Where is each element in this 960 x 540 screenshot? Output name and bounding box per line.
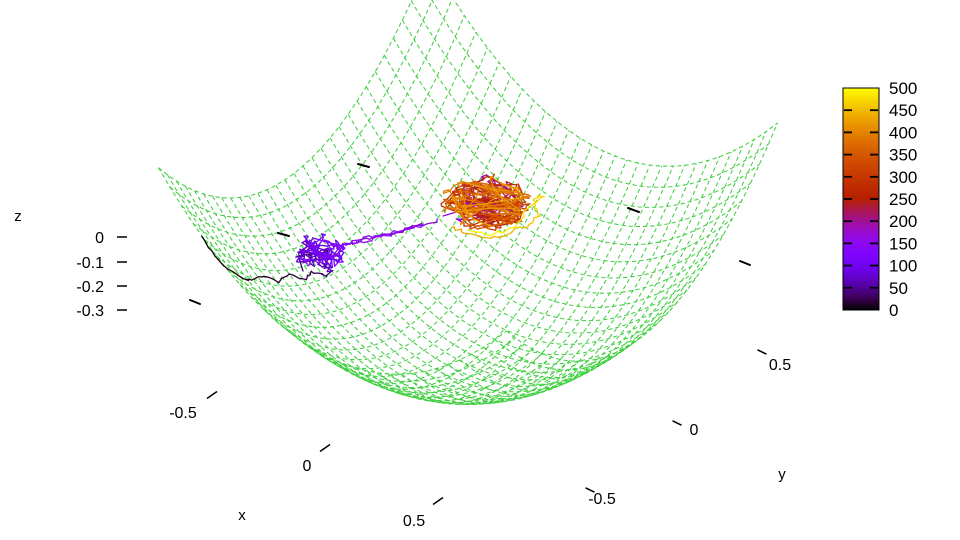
x-tick-mark [432,496,444,506]
mesh-line [431,0,769,188]
mesh-line [204,31,477,272]
mesh-line [383,55,733,263]
colorbar-tick-label: 300 [889,168,917,187]
z-tick-label: -0.2 [76,279,104,296]
x-tick-mark [206,390,218,400]
z-axis: 0 -0.1 -0.2 -0.3 z [14,208,127,320]
mesh-line [347,114,697,322]
mesh-line [169,0,433,219]
mesh-line [221,197,571,405]
x-axis: -0.5 0 0.5 x [169,390,444,530]
mesh-line [459,151,732,391]
early-jump-dash [627,207,640,213]
mesh-line [482,139,755,379]
mesh-line [424,163,697,403]
mesh-line [453,0,778,167]
colorbar-tick-label: 450 [889,101,917,120]
z-axis-title: z [14,208,22,225]
mesh-line [194,190,543,398]
mesh-line [329,137,679,345]
early-jump-dash [189,299,201,305]
mesh-line [320,144,593,384]
mesh-line [374,71,724,279]
mesh-line [275,185,625,393]
colorbar-tick-label: 500 [889,79,917,98]
colorbar-tick-label: 200 [889,212,917,231]
colorbar-tick-label: 0 [889,301,898,320]
y-axis: 0.5 0 -0.5 y [585,349,791,508]
trajectory [189,163,751,305]
z-tick-label: 0 [95,230,104,247]
mesh-line [392,37,742,246]
y-axis-title: y [778,466,786,483]
y-tick-label: -0.5 [588,491,616,508]
mesh-line [216,47,488,287]
early-jump-dash [739,260,751,266]
mesh-line [390,165,662,405]
z-tick-label: -0.1 [76,255,104,272]
y-tick-label: 0 [690,422,699,439]
mesh-line [338,126,688,334]
z-tick-label: -0.3 [76,303,104,320]
mesh-line [297,130,570,370]
mesh-line [239,76,512,316]
y-tick-label: 0.5 [769,357,791,374]
mesh-line [356,100,706,309]
mesh-line [308,137,581,378]
mesh-line [401,19,751,228]
mesh-line [257,193,607,401]
colorbar-tick-label: 100 [889,257,917,276]
mesh-line [158,0,413,199]
mesh-line [410,0,760,208]
mesh-line [471,145,744,385]
y-tick-mark [672,420,682,426]
early-jump-dash [277,232,290,237]
mesh-line [293,173,643,381]
colorbar-tick-label: 400 [889,123,917,142]
x-tick-label: 0.5 [403,513,425,530]
colorbar-tick-label: 350 [889,146,917,165]
mesh-line [227,62,500,302]
x-axis-title: x [238,507,246,524]
colorbar-tick-label: 250 [889,190,917,209]
mesh-line [494,131,767,371]
colorbar-tick-label: 150 [889,234,917,253]
early-jump-dash [357,163,370,168]
mesh-line [355,159,628,399]
colorbar-tick-label: 50 [889,279,908,298]
x-tick-label: -0.5 [169,405,197,422]
y-tick-mark [585,487,595,493]
colorbar: 0 50 100 150 200 250 300 350 400 450 500 [842,79,917,320]
mesh-line [506,122,778,362]
x-tick-mark [319,443,331,453]
mesh-line [212,196,562,404]
x-tick-label: 0 [303,458,312,475]
y-tick-mark [757,349,767,355]
